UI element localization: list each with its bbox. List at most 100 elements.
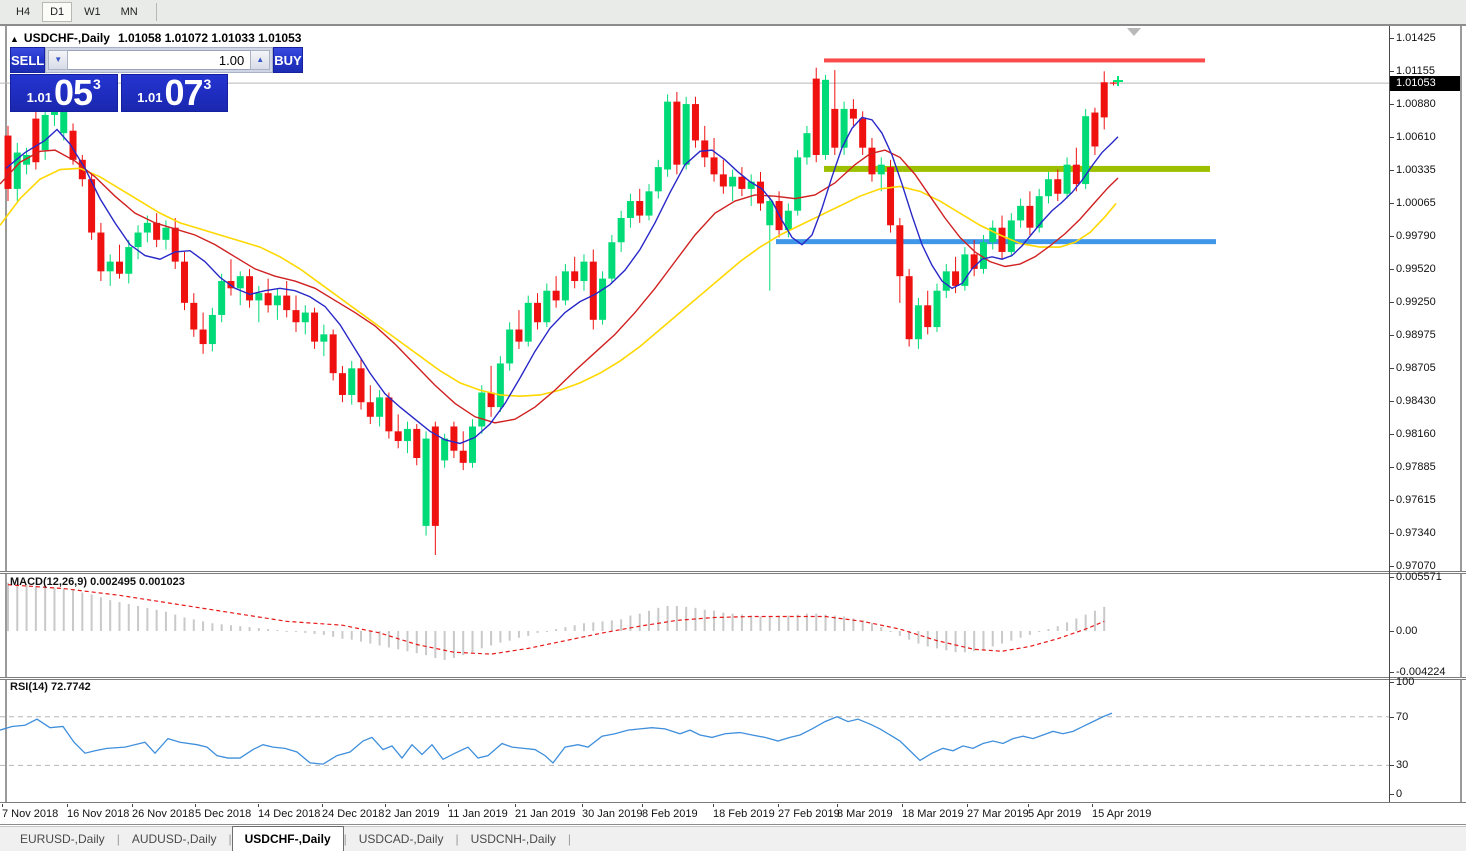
macd-indicator-canvas[interactable]	[0, 574, 1390, 677]
date-tick	[967, 804, 968, 807]
timeframe-button-w1[interactable]: W1	[84, 6, 101, 18]
panel-separator-macd[interactable]	[0, 571, 1466, 574]
candle	[1054, 179, 1062, 194]
timeframe-button-h4[interactable]: H4	[16, 6, 31, 18]
candle	[292, 310, 300, 323]
price-tick-label: 1.01425	[1396, 32, 1436, 44]
macd-histogram-bar	[954, 631, 957, 653]
price-tick-label: 0.98430	[1396, 395, 1436, 408]
macd-histogram-bar	[62, 588, 65, 631]
candle	[385, 397, 393, 432]
symbol-title: ▲ USDCHF-,Daily 1.01058 1.01072 1.01033 1.…	[10, 31, 301, 45]
rsi-tick	[1390, 716, 1394, 718]
date-tick-label: 18 Mar 2019	[902, 808, 964, 820]
candle	[376, 397, 384, 417]
date-tick-label: 26 Nov 2018	[132, 808, 195, 820]
macd-histogram-bar	[313, 631, 316, 634]
candle	[125, 247, 133, 274]
macd-histogram-bar	[1075, 618, 1078, 631]
bid-price-display[interactable]: 1.01 05 3	[10, 74, 118, 112]
macd-histogram-bar	[44, 586, 47, 631]
price-tick	[1390, 268, 1394, 270]
date-tick-label: 2 Jan 2019	[385, 808, 440, 820]
rsi-tick	[1390, 794, 1394, 795]
candle	[617, 218, 625, 243]
candle	[1044, 179, 1052, 197]
date-tick-label: 5 Apr 2019	[1028, 808, 1082, 820]
macd-histogram-bar	[592, 622, 595, 631]
date-tick-label: 15 Apr 2019	[1092, 808, 1152, 820]
price-tick	[1390, 170, 1394, 172]
macd-histogram-bar	[7, 582, 9, 631]
candle	[719, 174, 727, 187]
rsi-indicator-canvas[interactable]	[0, 680, 1390, 802]
ask-price-display[interactable]: 1.01 07 3	[120, 74, 228, 112]
chart-shift-marker-icon[interactable]	[1127, 28, 1141, 36]
candle	[905, 276, 913, 340]
macd-histogram-bar	[982, 631, 985, 650]
macd-histogram-bar	[109, 600, 112, 631]
candle	[515, 329, 523, 342]
candle	[1110, 82, 1118, 84]
tab-separator: |	[455, 832, 459, 846]
macd-histogram-bar	[973, 631, 976, 652]
collapse-panel-icon[interactable]: ▲	[10, 34, 19, 44]
price-tick-label: 0.97885	[1396, 461, 1436, 474]
price-chart-canvas[interactable]	[0, 26, 1390, 571]
macd-histogram-bar	[527, 631, 530, 636]
macd-histogram-bar	[1010, 631, 1013, 641]
timeframe-button-mn[interactable]: MN	[120, 6, 138, 18]
macd-histogram-bar	[490, 631, 493, 646]
candle	[255, 293, 263, 301]
date-tick	[778, 804, 779, 807]
lot-size-input[interactable]	[68, 50, 251, 70]
timeframe-toolbar: H4 D1 W1 MN	[0, 0, 1466, 24]
lot-increase-button[interactable]: ▲	[250, 50, 271, 70]
candle	[246, 276, 254, 301]
chart-tab-usdcnh[interactable]: USDCNH-,Daily	[470, 832, 556, 846]
macd-histogram-bar	[211, 623, 214, 631]
timeframe-button-d1[interactable]: D1	[42, 2, 73, 22]
macd-histogram-bar	[731, 613, 734, 631]
macd-histogram-bar	[1103, 606, 1106, 631]
macd-histogram-bar	[536, 631, 539, 633]
macd-histogram-bar	[508, 631, 511, 641]
candle	[896, 225, 904, 277]
macd-histogram-bar	[657, 607, 660, 631]
panel-separator-rsi[interactable]	[0, 677, 1466, 680]
macd-histogram-bar	[545, 631, 548, 632]
candle	[320, 334, 328, 342]
chart-tab-audusd[interactable]: AUDUSD-,Daily	[131, 832, 217, 846]
macd-histogram-bar	[880, 627, 883, 631]
candle	[673, 101, 681, 165]
candle	[756, 181, 764, 204]
candle	[106, 261, 114, 272]
chart-tab-usdcad[interactable]: USDCAD-,Daily	[358, 832, 444, 846]
candle	[552, 290, 560, 301]
macd-histogram-bar	[267, 629, 270, 631]
candle	[357, 368, 365, 403]
macd-histogram-bar	[861, 620, 864, 631]
chart-tab-eurusd[interactable]: EURUSD-,Daily	[20, 832, 105, 846]
macd-histogram-bar	[146, 607, 149, 631]
macd-histogram-bar	[945, 631, 948, 651]
candle	[153, 222, 161, 240]
macd-histogram-bar	[127, 603, 130, 631]
macd-histogram-bar	[768, 616, 771, 631]
chart-tab-usdchf[interactable]: USDCHF-,Daily	[231, 826, 344, 851]
macd-histogram-bar	[926, 631, 929, 647]
lot-decrease-button[interactable]: ▼	[48, 50, 69, 70]
date-tick-label: 5 Dec 2018	[195, 808, 252, 820]
candle	[710, 157, 718, 175]
candle	[645, 191, 653, 216]
date-axis[interactable]: 7 Nov 2018 16 Nov 2018 26 Nov 2018 5 Dec 20…	[0, 804, 1466, 824]
date-tick-label: 14 Dec 2018	[258, 808, 321, 820]
candle	[88, 179, 96, 233]
sell-button[interactable]: SELL	[10, 47, 46, 73]
candle	[162, 227, 170, 240]
ma_fast-line	[5, 116, 1119, 445]
buy-button[interactable]: BUY	[273, 47, 303, 73]
candle	[171, 227, 179, 262]
price-tick-label: 0.99520	[1396, 262, 1436, 275]
candle	[311, 312, 319, 342]
